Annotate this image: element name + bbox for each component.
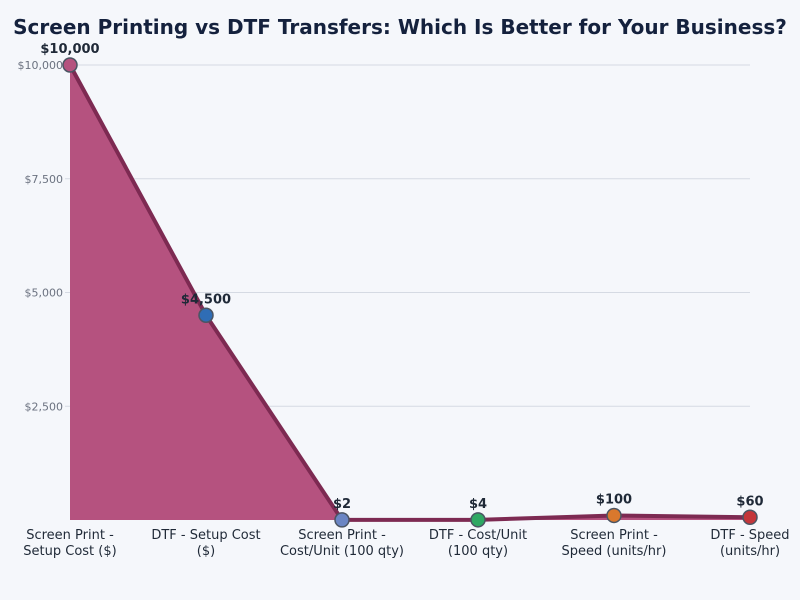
- data-point: [742, 509, 758, 526]
- series-line: [68, 64, 751, 522]
- data-label: $60: [736, 494, 763, 509]
- chart-title: Screen Printing vs DTF Transfers: Which …: [13, 15, 787, 39]
- x-tick-label-line: Speed (units/hr): [562, 544, 667, 559]
- x-tick-label-line: DTF - Setup Cost: [151, 528, 260, 543]
- x-tick-label-line: Screen Print -: [570, 528, 658, 543]
- y-tick-label: $5,000: [25, 287, 64, 300]
- x-tick-label-line: Screen Print -: [26, 528, 114, 543]
- x-tick-label: DTF - Setup Cost ($): [151, 528, 260, 559]
- x-tick-label: Screen Print -Cost/Unit (100 qty): [280, 528, 404, 559]
- x-tick-label-line: (units/hr): [720, 544, 780, 559]
- y-tick-label: $10,000: [18, 59, 64, 72]
- data-point: [606, 507, 622, 524]
- y-axis: $2,500 $5,000 $7,500 $10,000: [18, 59, 64, 413]
- data-label: $4: [469, 497, 487, 512]
- x-tick-label-line: DTF - Speed: [710, 528, 789, 543]
- x-tick-label: Screen Print -Speed (units/hr): [562, 528, 667, 559]
- data-point: [62, 57, 78, 73]
- data-label: $10,000: [40, 42, 99, 57]
- area-fill: [70, 65, 750, 520]
- y-tick-label: $7,500: [25, 173, 64, 186]
- data-point: [470, 512, 486, 528]
- data-points: [62, 57, 758, 528]
- data-point: [198, 307, 214, 323]
- x-tick-label: DTF - Cost/Unit (100 qty): [429, 528, 527, 559]
- x-tick-label-line: Setup Cost ($): [23, 544, 116, 559]
- x-axis: Screen Print -Setup Cost ($)DTF - Setup …: [23, 528, 789, 559]
- data-point: [334, 512, 350, 528]
- x-tick-label: DTF - Speed (units/hr): [710, 528, 789, 559]
- data-labels: $10,000 $4,500 $2 $4 $100 $60: [40, 42, 763, 512]
- y-tick-label: $2,500: [25, 400, 64, 413]
- data-label: $4,500: [181, 292, 231, 307]
- x-tick-label-line: Cost/Unit (100 qty): [280, 544, 404, 559]
- x-tick-label-line: ($): [197, 544, 215, 559]
- data-label: $100: [596, 492, 632, 507]
- x-tick-label-line: Screen Print -: [298, 528, 386, 543]
- x-tick-label: Screen Print -Setup Cost ($): [23, 528, 116, 559]
- data-label: $2: [333, 497, 351, 512]
- x-tick-label-line: (100 qty): [448, 544, 508, 559]
- x-tick-label-line: DTF - Cost/Unit: [429, 528, 527, 543]
